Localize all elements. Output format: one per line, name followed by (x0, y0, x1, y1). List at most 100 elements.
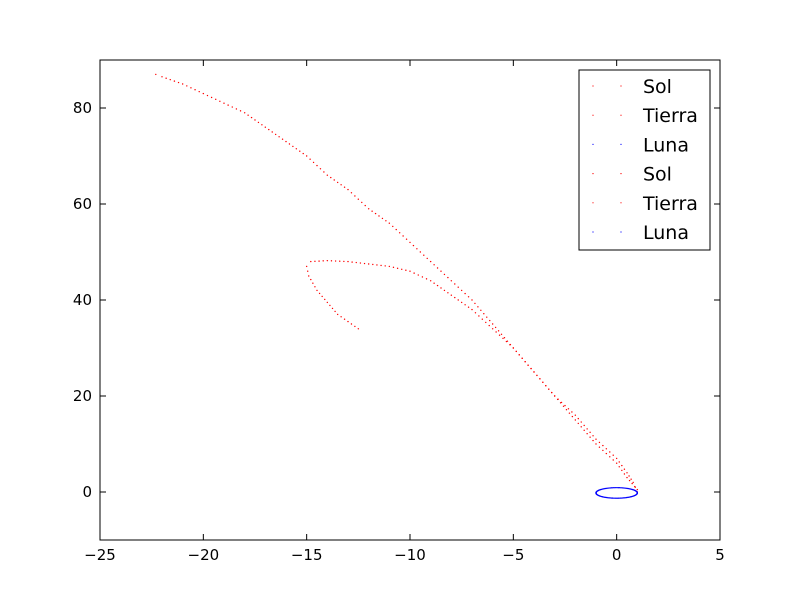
data-point (460, 301, 463, 304)
data-point (611, 497, 614, 499)
data-point (598, 441, 601, 444)
data-point (372, 263, 374, 266)
data-point (565, 409, 568, 411)
data-point (324, 298, 326, 301)
data-point (592, 435, 594, 437)
data-point (215, 98, 217, 101)
data-point (495, 331, 497, 333)
data-point (169, 78, 171, 81)
data-point (571, 411, 573, 413)
data-point (374, 212, 377, 215)
data-point (618, 497, 621, 499)
data-point (571, 415, 574, 418)
data-point (190, 87, 192, 89)
x-tick-label: −25 (84, 546, 116, 564)
data-point (485, 321, 487, 324)
legend-marker (592, 114, 594, 116)
data-point (615, 497, 617, 499)
data-point (322, 260, 324, 262)
data-point (602, 444, 604, 447)
data-point (623, 473, 626, 475)
data-point (350, 323, 353, 325)
data-point (329, 304, 331, 307)
data-point (378, 215, 380, 217)
data-point (488, 324, 490, 327)
data-point (457, 286, 459, 288)
data-point (577, 422, 579, 425)
data-point (250, 116, 253, 119)
legend-label: Sol (643, 76, 672, 98)
data-point (281, 138, 284, 140)
data-point (271, 131, 273, 133)
data-point (595, 443, 597, 445)
data-point (412, 244, 415, 247)
data-point (413, 272, 415, 274)
data-point (334, 260, 337, 262)
data-point (231, 106, 233, 108)
data-point (598, 446, 601, 448)
data-point (429, 260, 432, 263)
data-point (355, 261, 357, 264)
data-point (625, 496, 628, 499)
data-point (583, 429, 585, 431)
data-point (607, 487, 609, 489)
data-point (512, 347, 515, 349)
axes: −25 −20 −15 −10 −5 0 5 0 20 40 60 80 (73, 60, 725, 564)
data-point (617, 486, 620, 489)
data-point (314, 286, 316, 288)
data-point (480, 309, 482, 311)
data-point (592, 439, 594, 442)
data-point (333, 179, 335, 181)
y-tick-label: 40 (73, 291, 92, 309)
series-layer (155, 73, 639, 499)
data-point (618, 461, 620, 463)
legend-marker (592, 202, 594, 204)
data-point (363, 262, 366, 265)
data-point (497, 330, 500, 332)
legend-label: Tierra (642, 105, 698, 127)
data-point (384, 265, 386, 267)
data-point (359, 262, 362, 264)
data-point (628, 479, 631, 482)
data-point (491, 328, 494, 330)
data-point (331, 307, 334, 310)
data-point (388, 222, 391, 224)
data-point (295, 148, 298, 150)
data-point (620, 487, 622, 489)
series-sol (305, 259, 639, 493)
data-point (316, 164, 318, 167)
data-point (318, 260, 320, 262)
data-point (347, 320, 349, 323)
data-point (568, 412, 571, 414)
legend-marker (620, 202, 622, 204)
data-point (548, 388, 550, 390)
data-point (457, 299, 459, 301)
data-point (381, 217, 384, 220)
data-point (416, 248, 418, 250)
data-point (310, 260, 312, 263)
data-point (395, 228, 397, 231)
data-point (605, 452, 608, 455)
data-point (339, 260, 341, 262)
data-point (243, 112, 246, 114)
data-point (385, 220, 387, 222)
data-point (621, 464, 623, 467)
data-point (628, 475, 630, 477)
data-point (500, 333, 503, 335)
data-point (481, 318, 484, 320)
data-point (268, 128, 270, 131)
data-point (336, 313, 339, 316)
data-point (602, 449, 604, 452)
data-point (621, 469, 623, 472)
data-point (559, 402, 562, 404)
data-point (621, 497, 623, 499)
legend-marker (620, 143, 622, 145)
data-point (405, 269, 407, 271)
data-point (509, 343, 512, 346)
legend-marker (592, 85, 594, 87)
data-point (471, 299, 473, 301)
data-point (626, 487, 629, 490)
data-point (539, 378, 541, 380)
data-point (274, 133, 277, 136)
